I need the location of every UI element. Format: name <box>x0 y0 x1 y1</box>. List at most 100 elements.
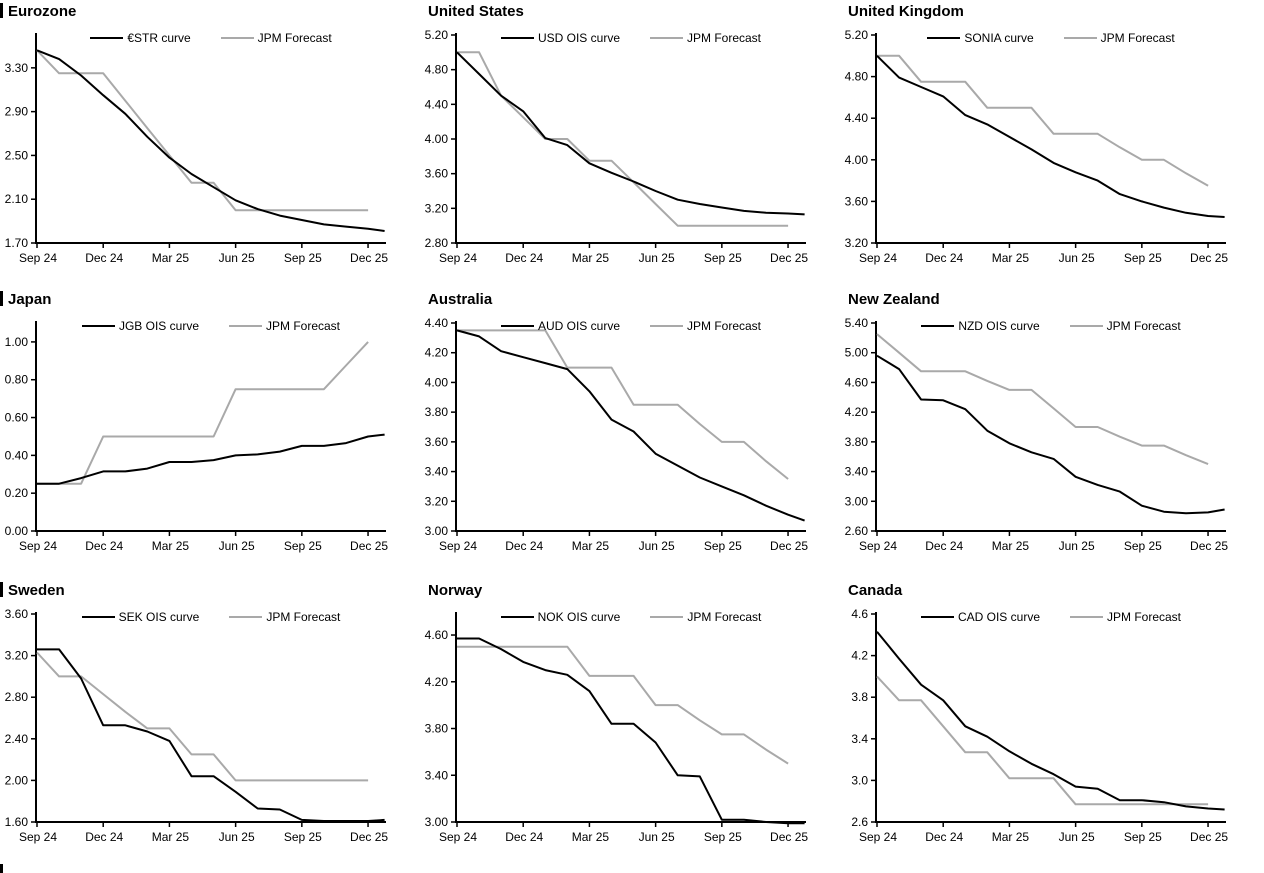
chart-new-zealand: New Zealand 2.60 3.00 3.40 3.80 4.20 4.60 5.00… <box>840 288 1264 579</box>
svg-text:Dec 24: Dec 24 <box>505 251 543 265</box>
svg-text:3.80: 3.80 <box>425 722 449 736</box>
svg-text:0.80: 0.80 <box>5 373 29 387</box>
svg-text:Dec 24: Dec 24 <box>925 830 963 844</box>
united-kingdom-plot: 3.20 3.60 4.00 4.40 4.80 5.20 Sep 24 Dec 24 Mar … <box>845 28 1229 265</box>
svg-text:3.40: 3.40 <box>425 768 449 782</box>
chart-title-row: New Zealand <box>840 288 1264 308</box>
svg-text:Dec 25: Dec 25 <box>350 251 388 265</box>
svg-text:3.00: 3.00 <box>845 494 869 508</box>
svg-text:3.4: 3.4 <box>851 732 868 746</box>
svg-text:3.60: 3.60 <box>425 435 449 449</box>
svg-text:4.60: 4.60 <box>425 628 449 642</box>
sweden-plot: 1.60 2.00 2.40 2.80 3.20 3.60 Sep 24 Dec 24 Mar … <box>5 607 389 844</box>
svg-text:Mar 25: Mar 25 <box>152 830 190 844</box>
svg-text:0.60: 0.60 <box>5 411 29 425</box>
title-accent-bar-icon <box>0 3 3 18</box>
chart-title-row: United States <box>420 0 840 20</box>
svg-text:3.00: 3.00 <box>425 524 449 538</box>
svg-text:5.20: 5.20 <box>845 28 869 42</box>
svg-text:Sep 25: Sep 25 <box>1124 539 1162 553</box>
svg-text:1.70: 1.70 <box>5 236 29 250</box>
svg-text:4.40: 4.40 <box>425 97 449 111</box>
svg-text:Dec 24: Dec 24 <box>505 539 543 553</box>
svg-text:Jun 25: Jun 25 <box>219 251 255 265</box>
svg-text:Mar 25: Mar 25 <box>992 539 1030 553</box>
chart-japan: Japan 0.00 0.20 0.40 0.60 0.80 1.00 Sep 24 Dec … <box>0 288 420 579</box>
svg-text:Dec 24: Dec 24 <box>85 251 123 265</box>
new-zealand-plot: 2.60 3.00 3.40 3.80 4.20 4.60 5.00 5.40 Sep 24 De… <box>845 316 1229 553</box>
svg-text:0.00: 0.00 <box>5 524 29 538</box>
eurozone-plot: 1.70 2.10 2.50 2.90 3.30 Sep 24 Dec 24 Mar 25 Ju… <box>5 33 388 265</box>
svg-text:Mar 25: Mar 25 <box>992 830 1030 844</box>
title-accent-bar-icon <box>0 291 3 306</box>
svg-text:4.40: 4.40 <box>845 111 869 125</box>
svg-text:3.80: 3.80 <box>425 405 449 419</box>
svg-text:Dec 24: Dec 24 <box>925 251 963 265</box>
svg-text:3.20: 3.20 <box>425 201 449 215</box>
title-accent-bar-icon <box>0 582 3 597</box>
svg-text:Jun 25: Jun 25 <box>219 539 255 553</box>
chart-title: Sweden <box>8 582 65 599</box>
svg-text:Mar 25: Mar 25 <box>152 539 190 553</box>
svg-text:2.50: 2.50 <box>5 148 29 162</box>
canada-plot: 2.6 3.0 3.4 3.8 4.2 4.6 Sep 24 Dec 24 Mar 25 Jun … <box>851 607 1228 844</box>
svg-text:3.8: 3.8 <box>851 690 868 704</box>
svg-text:2.40: 2.40 <box>5 732 29 746</box>
svg-text:3.20: 3.20 <box>5 649 29 663</box>
chart-title-row: Canada <box>840 579 1264 599</box>
svg-text:0.40: 0.40 <box>5 448 29 462</box>
svg-text:Dec 24: Dec 24 <box>925 539 963 553</box>
svg-text:Dec 25: Dec 25 <box>1190 830 1228 844</box>
svg-text:4.20: 4.20 <box>845 405 869 419</box>
svg-text:Mar 25: Mar 25 <box>992 251 1030 265</box>
svg-text:2.80: 2.80 <box>425 236 449 250</box>
chart-title-row: Sweden <box>0 579 420 599</box>
svg-text:0.20: 0.20 <box>5 486 29 500</box>
svg-text:Sep 25: Sep 25 <box>284 830 322 844</box>
chart-title: New Zealand <box>848 291 940 308</box>
chart-norway: Norway 3.00 3.40 3.80 4.20 4.60 Sep 24 Dec 24 M… <box>420 579 840 873</box>
svg-text:3.20: 3.20 <box>845 236 869 250</box>
chart-eurozone: Eurozone 1.70 2.10 2.50 2.90 3.30 Sep 24 Dec 2… <box>0 0 420 288</box>
svg-text:3.0: 3.0 <box>851 773 868 787</box>
svg-text:4.40: 4.40 <box>425 316 449 330</box>
svg-text:Mar 25: Mar 25 <box>572 539 610 553</box>
plot-area: 1.70 2.10 2.50 2.90 3.30 Sep 24 Dec 24 Mar 25 Ju… <box>0 20 420 288</box>
svg-text:4.00: 4.00 <box>425 132 449 146</box>
svg-text:Dec 25: Dec 25 <box>770 251 808 265</box>
svg-text:Sep 25: Sep 25 <box>284 539 322 553</box>
chart-title: Australia <box>428 291 493 308</box>
svg-text:Sep 25: Sep 25 <box>1124 251 1162 265</box>
svg-text:Jun 25: Jun 25 <box>1059 251 1095 265</box>
svg-text:Sep 25: Sep 25 <box>704 251 742 265</box>
chart-united-states: United States 2.80 3.20 3.60 4.00 4.40 4.80 5.… <box>420 0 840 288</box>
chart-title: Norway <box>428 582 483 599</box>
chart-title-row: Norway <box>420 579 840 599</box>
svg-text:Jun 25: Jun 25 <box>639 251 675 265</box>
svg-text:4.00: 4.00 <box>845 153 869 167</box>
svg-text:3.60: 3.60 <box>845 194 869 208</box>
plot-area: 2.80 3.20 3.60 4.00 4.40 4.80 5.20 Sep 24 Dec 24… <box>420 20 840 288</box>
svg-text:2.00: 2.00 <box>5 773 29 787</box>
svg-text:2.90: 2.90 <box>5 105 29 119</box>
svg-text:Dec 25: Dec 25 <box>1190 251 1228 265</box>
japan-plot: 0.00 0.20 0.40 0.60 0.80 1.00 Sep 24 Dec 24 Mar … <box>5 321 388 553</box>
chart-title: Eurozone <box>8 3 77 20</box>
svg-text:5.40: 5.40 <box>845 316 869 330</box>
chart-title: United States <box>428 3 524 20</box>
svg-text:2.6: 2.6 <box>851 815 868 829</box>
chart-sweden: Sweden 1.60 2.00 2.40 2.80 3.20 3.60 Sep 24 Dec… <box>0 579 420 873</box>
svg-text:4.20: 4.20 <box>425 675 449 689</box>
svg-text:Sep 24: Sep 24 <box>439 539 477 553</box>
svg-text:Jun 25: Jun 25 <box>219 830 255 844</box>
svg-text:Sep 24: Sep 24 <box>859 251 897 265</box>
plot-area: 3.00 3.20 3.40 3.60 3.80 4.00 4.20 4.40 Sep 24 De… <box>420 308 840 579</box>
svg-text:Sep 25: Sep 25 <box>1124 830 1162 844</box>
svg-text:Dec 25: Dec 25 <box>770 830 808 844</box>
united-states-plot: 2.80 3.20 3.60 4.00 4.40 4.80 5.20 Sep 24 Dec 24… <box>425 28 809 265</box>
svg-text:3.60: 3.60 <box>5 607 29 621</box>
chart-united-kingdom: United Kingdom 3.20 3.60 4.00 4.40 4.80 5.20 S… <box>840 0 1264 288</box>
svg-text:Sep 24: Sep 24 <box>19 539 57 553</box>
svg-text:3.30: 3.30 <box>5 61 29 75</box>
svg-text:Sep 25: Sep 25 <box>704 539 742 553</box>
